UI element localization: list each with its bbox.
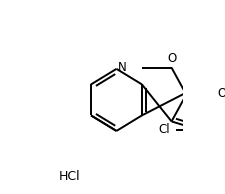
Text: O: O xyxy=(167,52,176,65)
Text: O: O xyxy=(217,87,225,100)
Text: N: N xyxy=(118,61,127,74)
Text: HCl: HCl xyxy=(59,170,81,183)
Text: Cl: Cl xyxy=(158,123,170,136)
